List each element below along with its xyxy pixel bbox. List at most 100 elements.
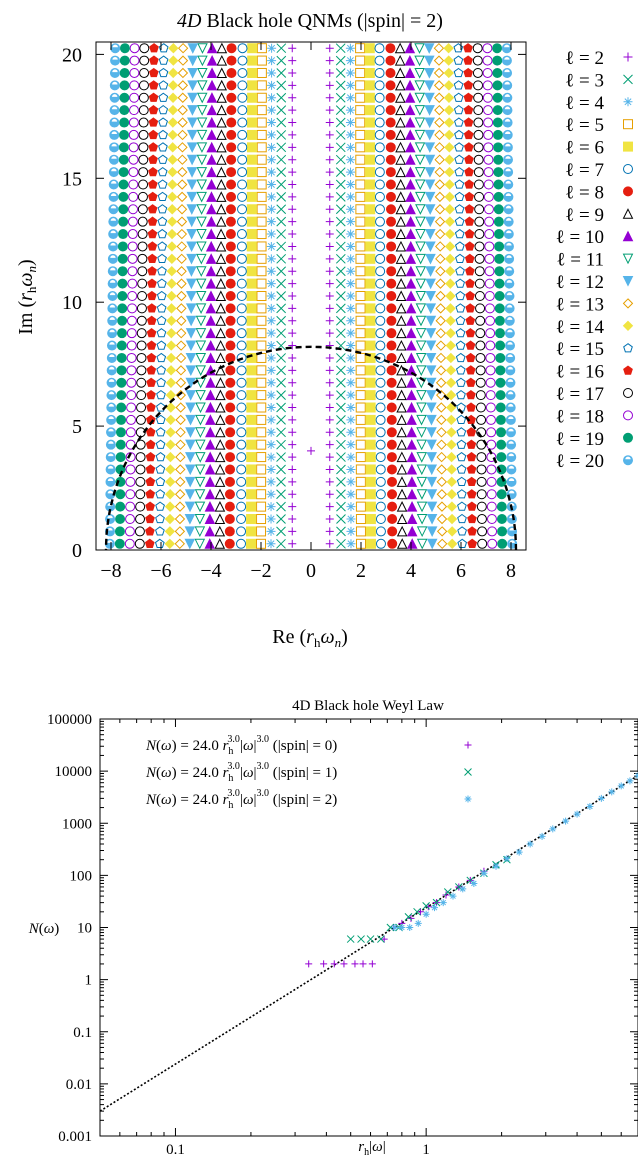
qnm-point-shape bbox=[157, 166, 168, 177]
qnm-point bbox=[115, 489, 126, 500]
qnm-point-shape bbox=[406, 377, 417, 388]
qnm-point bbox=[165, 365, 177, 376]
qnm-point-shape bbox=[206, 129, 218, 140]
qnm-point bbox=[445, 290, 456, 302]
qnm-point-shape bbox=[224, 501, 235, 512]
qnm-point bbox=[256, 303, 267, 314]
qnm-legend-marker bbox=[623, 410, 633, 421]
qnm-point-shape bbox=[137, 253, 148, 264]
qnm-point bbox=[482, 92, 493, 103]
qnm-point bbox=[455, 278, 466, 288]
qnm-point-shape bbox=[465, 278, 475, 288]
qnm-point bbox=[415, 365, 427, 376]
qnm-point bbox=[119, 43, 130, 54]
qnm-point-shape bbox=[288, 155, 297, 164]
qnm-point bbox=[116, 414, 127, 425]
qnm-point bbox=[336, 365, 346, 376]
weyl-point-shape bbox=[422, 902, 431, 910]
qnm-point bbox=[325, 242, 334, 251]
qnm-point-shape bbox=[136, 315, 147, 326]
qnm-point-inner bbox=[108, 391, 115, 395]
qnm-point bbox=[177, 42, 189, 54]
qnm-point bbox=[138, 129, 149, 140]
qnm-point-shape bbox=[395, 166, 406, 178]
qnm-point-shape bbox=[396, 364, 407, 376]
qnm-point-shape bbox=[495, 328, 506, 339]
qnm-point-shape bbox=[374, 67, 385, 78]
qnm-point bbox=[475, 340, 486, 351]
weyl-point bbox=[330, 960, 338, 968]
qnm-point-shape bbox=[346, 539, 356, 549]
qnm-point bbox=[165, 352, 177, 364]
qnm-point-inner bbox=[111, 94, 118, 97]
qnm-point-shape bbox=[454, 216, 465, 226]
qnm-point-shape bbox=[256, 514, 267, 525]
qnm-point-shape bbox=[375, 390, 386, 401]
weyl-y-tick-label: 100 bbox=[70, 868, 93, 884]
qnm-point bbox=[167, 92, 179, 103]
qnm-point-shape bbox=[175, 427, 186, 438]
qnm-point-shape bbox=[148, 67, 159, 78]
qnm-point bbox=[464, 191, 475, 202]
qnm-point-shape bbox=[236, 501, 247, 512]
qnm-point-shape bbox=[176, 278, 187, 289]
qnm-point bbox=[186, 179, 198, 191]
qnm-point bbox=[325, 292, 334, 300]
qnm-point-shape bbox=[495, 414, 506, 425]
qnm-point-shape bbox=[355, 154, 366, 165]
qnm-point-shape bbox=[404, 129, 416, 140]
qnm-point bbox=[225, 291, 236, 301]
qnm-point bbox=[236, 340, 247, 351]
qnm-point-shape bbox=[177, 129, 188, 141]
qnm-point-shape bbox=[164, 501, 176, 512]
qnm-point bbox=[186, 154, 198, 166]
qnm-point-shape bbox=[145, 513, 155, 524]
qnm-point bbox=[226, 154, 237, 165]
qnm-point bbox=[443, 55, 454, 66]
qnm-point bbox=[446, 489, 458, 500]
weyl-legend-part: ) = 24.0 bbox=[172, 765, 223, 781]
qnm-point bbox=[237, 67, 248, 78]
qnm-point-shape bbox=[473, 117, 484, 128]
qnm-point bbox=[136, 365, 147, 376]
qnm-point bbox=[414, 142, 426, 153]
qnm-point bbox=[325, 81, 334, 90]
qnm-point-shape bbox=[446, 414, 457, 426]
qnm-point-shape bbox=[276, 216, 287, 227]
qnm-point-shape bbox=[425, 328, 437, 339]
weyl-point-shape bbox=[407, 914, 415, 922]
qnm-point bbox=[155, 439, 166, 449]
qnm-point-shape bbox=[416, 514, 428, 525]
qnm-point-shape bbox=[355, 266, 366, 277]
qnm-point bbox=[365, 278, 376, 289]
qnm-point-shape bbox=[138, 142, 149, 153]
qnm-point bbox=[195, 427, 206, 438]
qnm-point-shape bbox=[185, 452, 196, 463]
qnm-point-shape bbox=[134, 526, 145, 537]
qnm-point bbox=[497, 526, 508, 537]
qnm-point bbox=[335, 179, 346, 190]
qnm-point-shape bbox=[196, 80, 208, 91]
qnm-point-shape bbox=[424, 105, 435, 116]
qnm-point-shape bbox=[325, 68, 334, 77]
qnm-point-shape bbox=[464, 228, 475, 239]
qnm-point-inner bbox=[108, 428, 114, 432]
qnm-point-shape bbox=[118, 204, 129, 215]
qnm-point bbox=[493, 216, 504, 227]
qnm-point bbox=[395, 141, 406, 153]
qnm-point-shape bbox=[463, 43, 473, 53]
qnm-point-shape bbox=[116, 390, 127, 401]
weyl-legend-part: (|spin| = 0) bbox=[269, 738, 337, 754]
qnm-point bbox=[484, 253, 495, 264]
qnm-point bbox=[276, 328, 286, 339]
qnm-point bbox=[465, 290, 475, 301]
qnm-point-shape bbox=[237, 55, 248, 66]
qnm-point-shape bbox=[226, 55, 237, 66]
qnm-point-shape bbox=[466, 451, 477, 462]
qnm-point-shape bbox=[158, 117, 168, 127]
qnm-point bbox=[276, 377, 286, 388]
qnm-point-inner bbox=[505, 180, 511, 184]
qnm-point bbox=[406, 439, 418, 450]
qnm-point bbox=[184, 526, 196, 538]
qnm-point-shape bbox=[166, 315, 177, 326]
